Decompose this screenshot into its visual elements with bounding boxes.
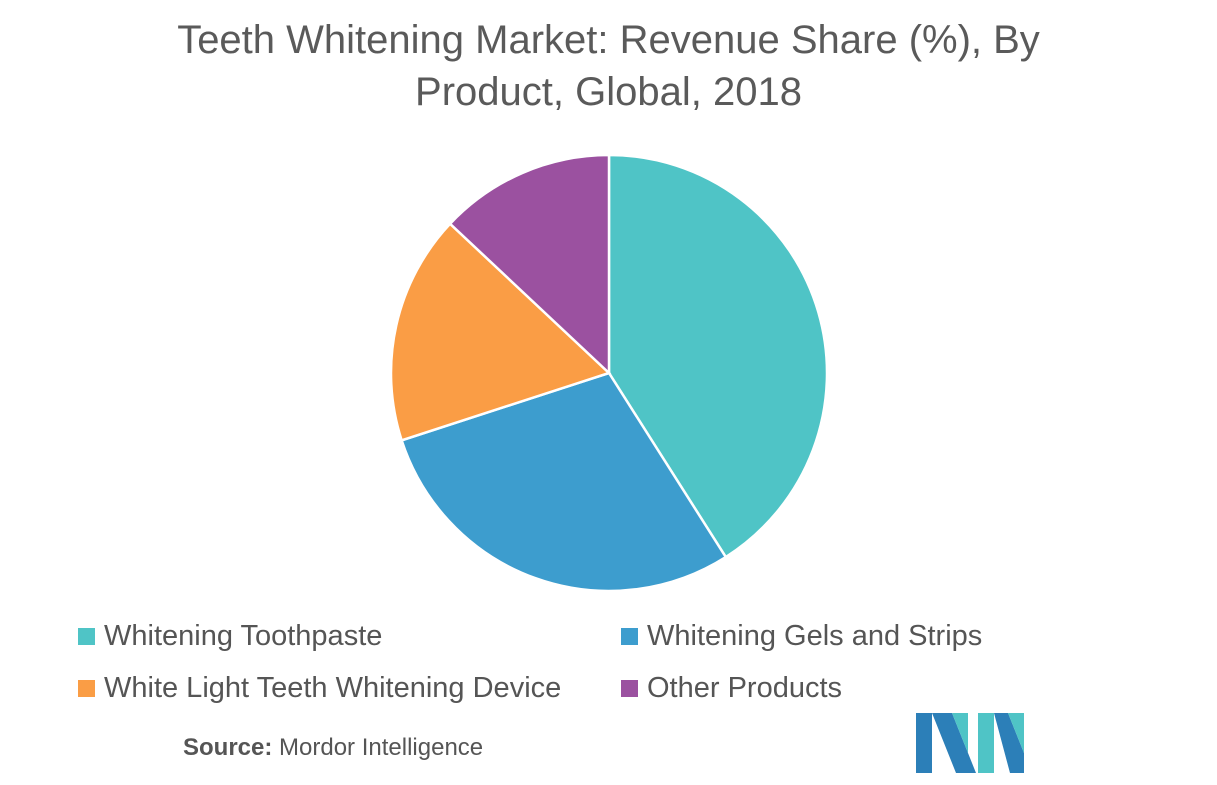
pie-slice-whitening-gels-and-strips (400, 371, 728, 593)
source-label: Source: (183, 734, 273, 761)
source-note: Source: Mordor Intelligence (183, 734, 483, 762)
legend-swatch (78, 680, 95, 697)
pie-slice-other-products (448, 153, 611, 376)
pie-slice-white-light-teeth-whitening-device (389, 222, 612, 442)
legend-swatch (78, 628, 95, 645)
mordor-intelligence-logo-icon (916, 713, 1024, 773)
legend-label: White Light Teeth Whitening Device (104, 672, 562, 704)
legend-item-whitening-gels-and-strips: Whitening Gels and Strips (621, 620, 982, 653)
legend-label: Whitening Gels and Strips (647, 620, 983, 652)
chart-title-line-2: Product, Global, 2018 (415, 70, 802, 114)
legend-swatch (621, 680, 638, 697)
legend-item-other-products: Other Products (621, 672, 842, 705)
legend-label: Whitening Toothpaste (104, 620, 383, 652)
chart-title-line-1: Teeth Whitening Market: Revenue Share (%… (177, 18, 1040, 62)
pie-chart (389, 153, 829, 593)
legend-item-white-light-device: White Light Teeth Whitening Device (78, 672, 561, 705)
source-value: Mordor Intelligence (279, 734, 484, 761)
legend-swatch (621, 628, 638, 645)
legend-label: Other Products (647, 672, 843, 704)
chart-title: Teeth Whitening Market: Revenue Share (%… (0, 14, 1217, 118)
legend-item-whitening-toothpaste: Whitening Toothpaste (78, 620, 382, 653)
